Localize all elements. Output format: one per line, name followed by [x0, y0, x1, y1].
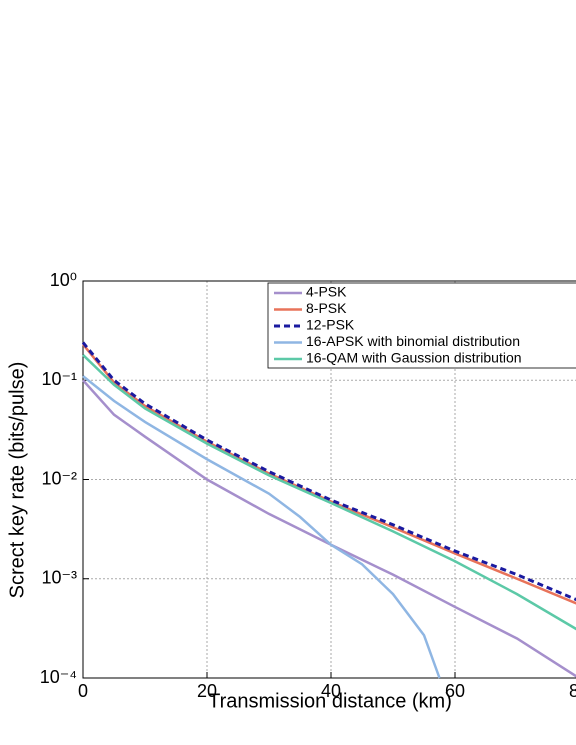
x-tick-label: 0 [78, 681, 88, 701]
x-tick-label: 60 [445, 681, 465, 701]
x-tick-label: 80 [569, 681, 576, 701]
y-tick-label: 10⁰ [50, 270, 77, 290]
legend-label: 16-QAM with Gaussion distribution [306, 350, 522, 366]
legend-label: 8-PSK [306, 300, 347, 316]
x-axis-label: Transmission distance (km) [208, 690, 452, 712]
legend-box [267, 282, 576, 369]
legend-label: 12-PSK [306, 317, 355, 333]
y-tick-label: 10⁻³ [41, 568, 77, 588]
y-tick-label: 10⁻¹ [41, 369, 77, 389]
plot-frame [82, 280, 576, 679]
x-tick-label: 20 [197, 681, 217, 701]
legend-label: 4-PSK [306, 284, 347, 300]
legend-label: 16-APSK with binomial distribution [306, 333, 520, 349]
series-line [81, 341, 576, 602]
series-line [82, 343, 576, 605]
y-axis-label: Screct key rate (bits/pulse) [6, 362, 28, 599]
series-line [82, 375, 441, 679]
x-tick-label: 40 [321, 681, 341, 701]
y-tick-label: 10⁻² [41, 468, 77, 488]
series-line [82, 354, 576, 631]
series-line [82, 379, 576, 678]
y-tick-label: 10⁻⁴ [40, 667, 77, 687]
